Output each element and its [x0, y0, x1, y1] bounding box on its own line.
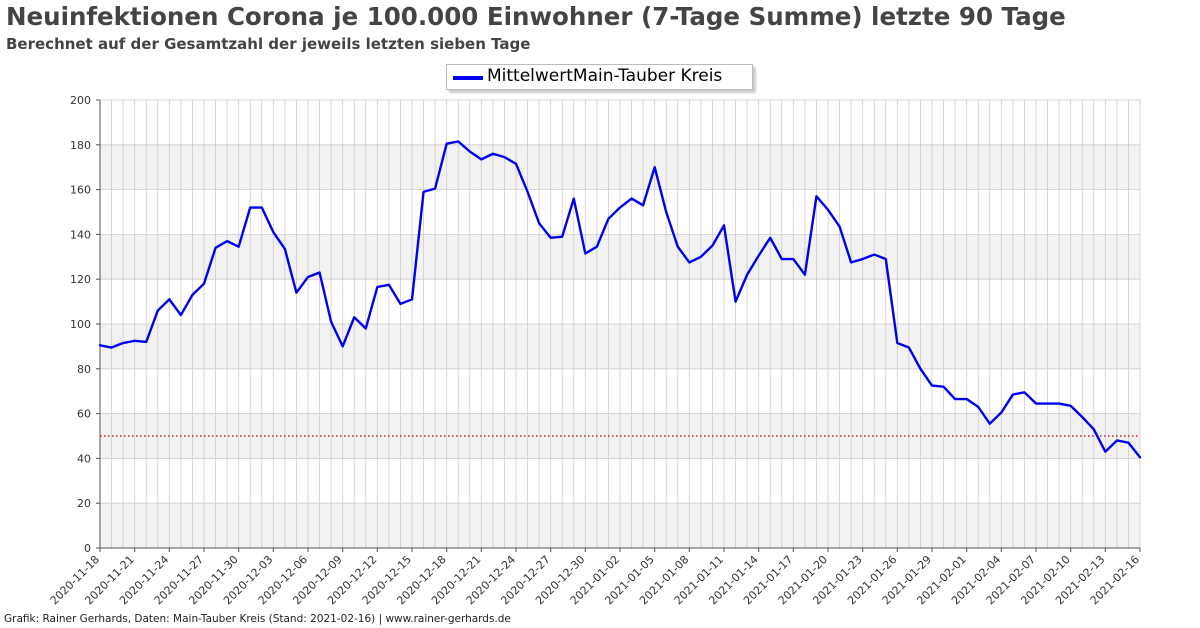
legend-label: MittelwertMain-Tauber Kreis — [487, 66, 723, 86]
chart-legend: MittelwertMain-Tauber Kreis — [446, 64, 753, 90]
y-tick-label: 120 — [70, 273, 91, 286]
y-tick-label: 140 — [70, 228, 91, 241]
y-tick-label: 160 — [70, 184, 91, 197]
chart-subtitle: Berechnet auf der Gesamtzahl der jeweils… — [6, 35, 531, 53]
y-tick-label: 200 — [70, 94, 91, 107]
y-tick-label: 60 — [77, 408, 91, 421]
y-tick-label: 20 — [77, 497, 91, 510]
y-tick-label: 100 — [70, 318, 91, 331]
y-tick-label: 40 — [77, 452, 91, 465]
legend-swatch — [453, 76, 483, 80]
source-credit: Grafik: Rainer Gerhards, Daten: Main-Tau… — [4, 613, 511, 625]
chart-title: Neuinfektionen Corona je 100.000 Einwohn… — [6, 2, 1066, 31]
y-tick-label: 80 — [77, 363, 91, 376]
y-tick-label: 0 — [84, 542, 91, 555]
y-tick-label: 180 — [70, 139, 91, 152]
series-line — [98, 140, 1142, 459]
